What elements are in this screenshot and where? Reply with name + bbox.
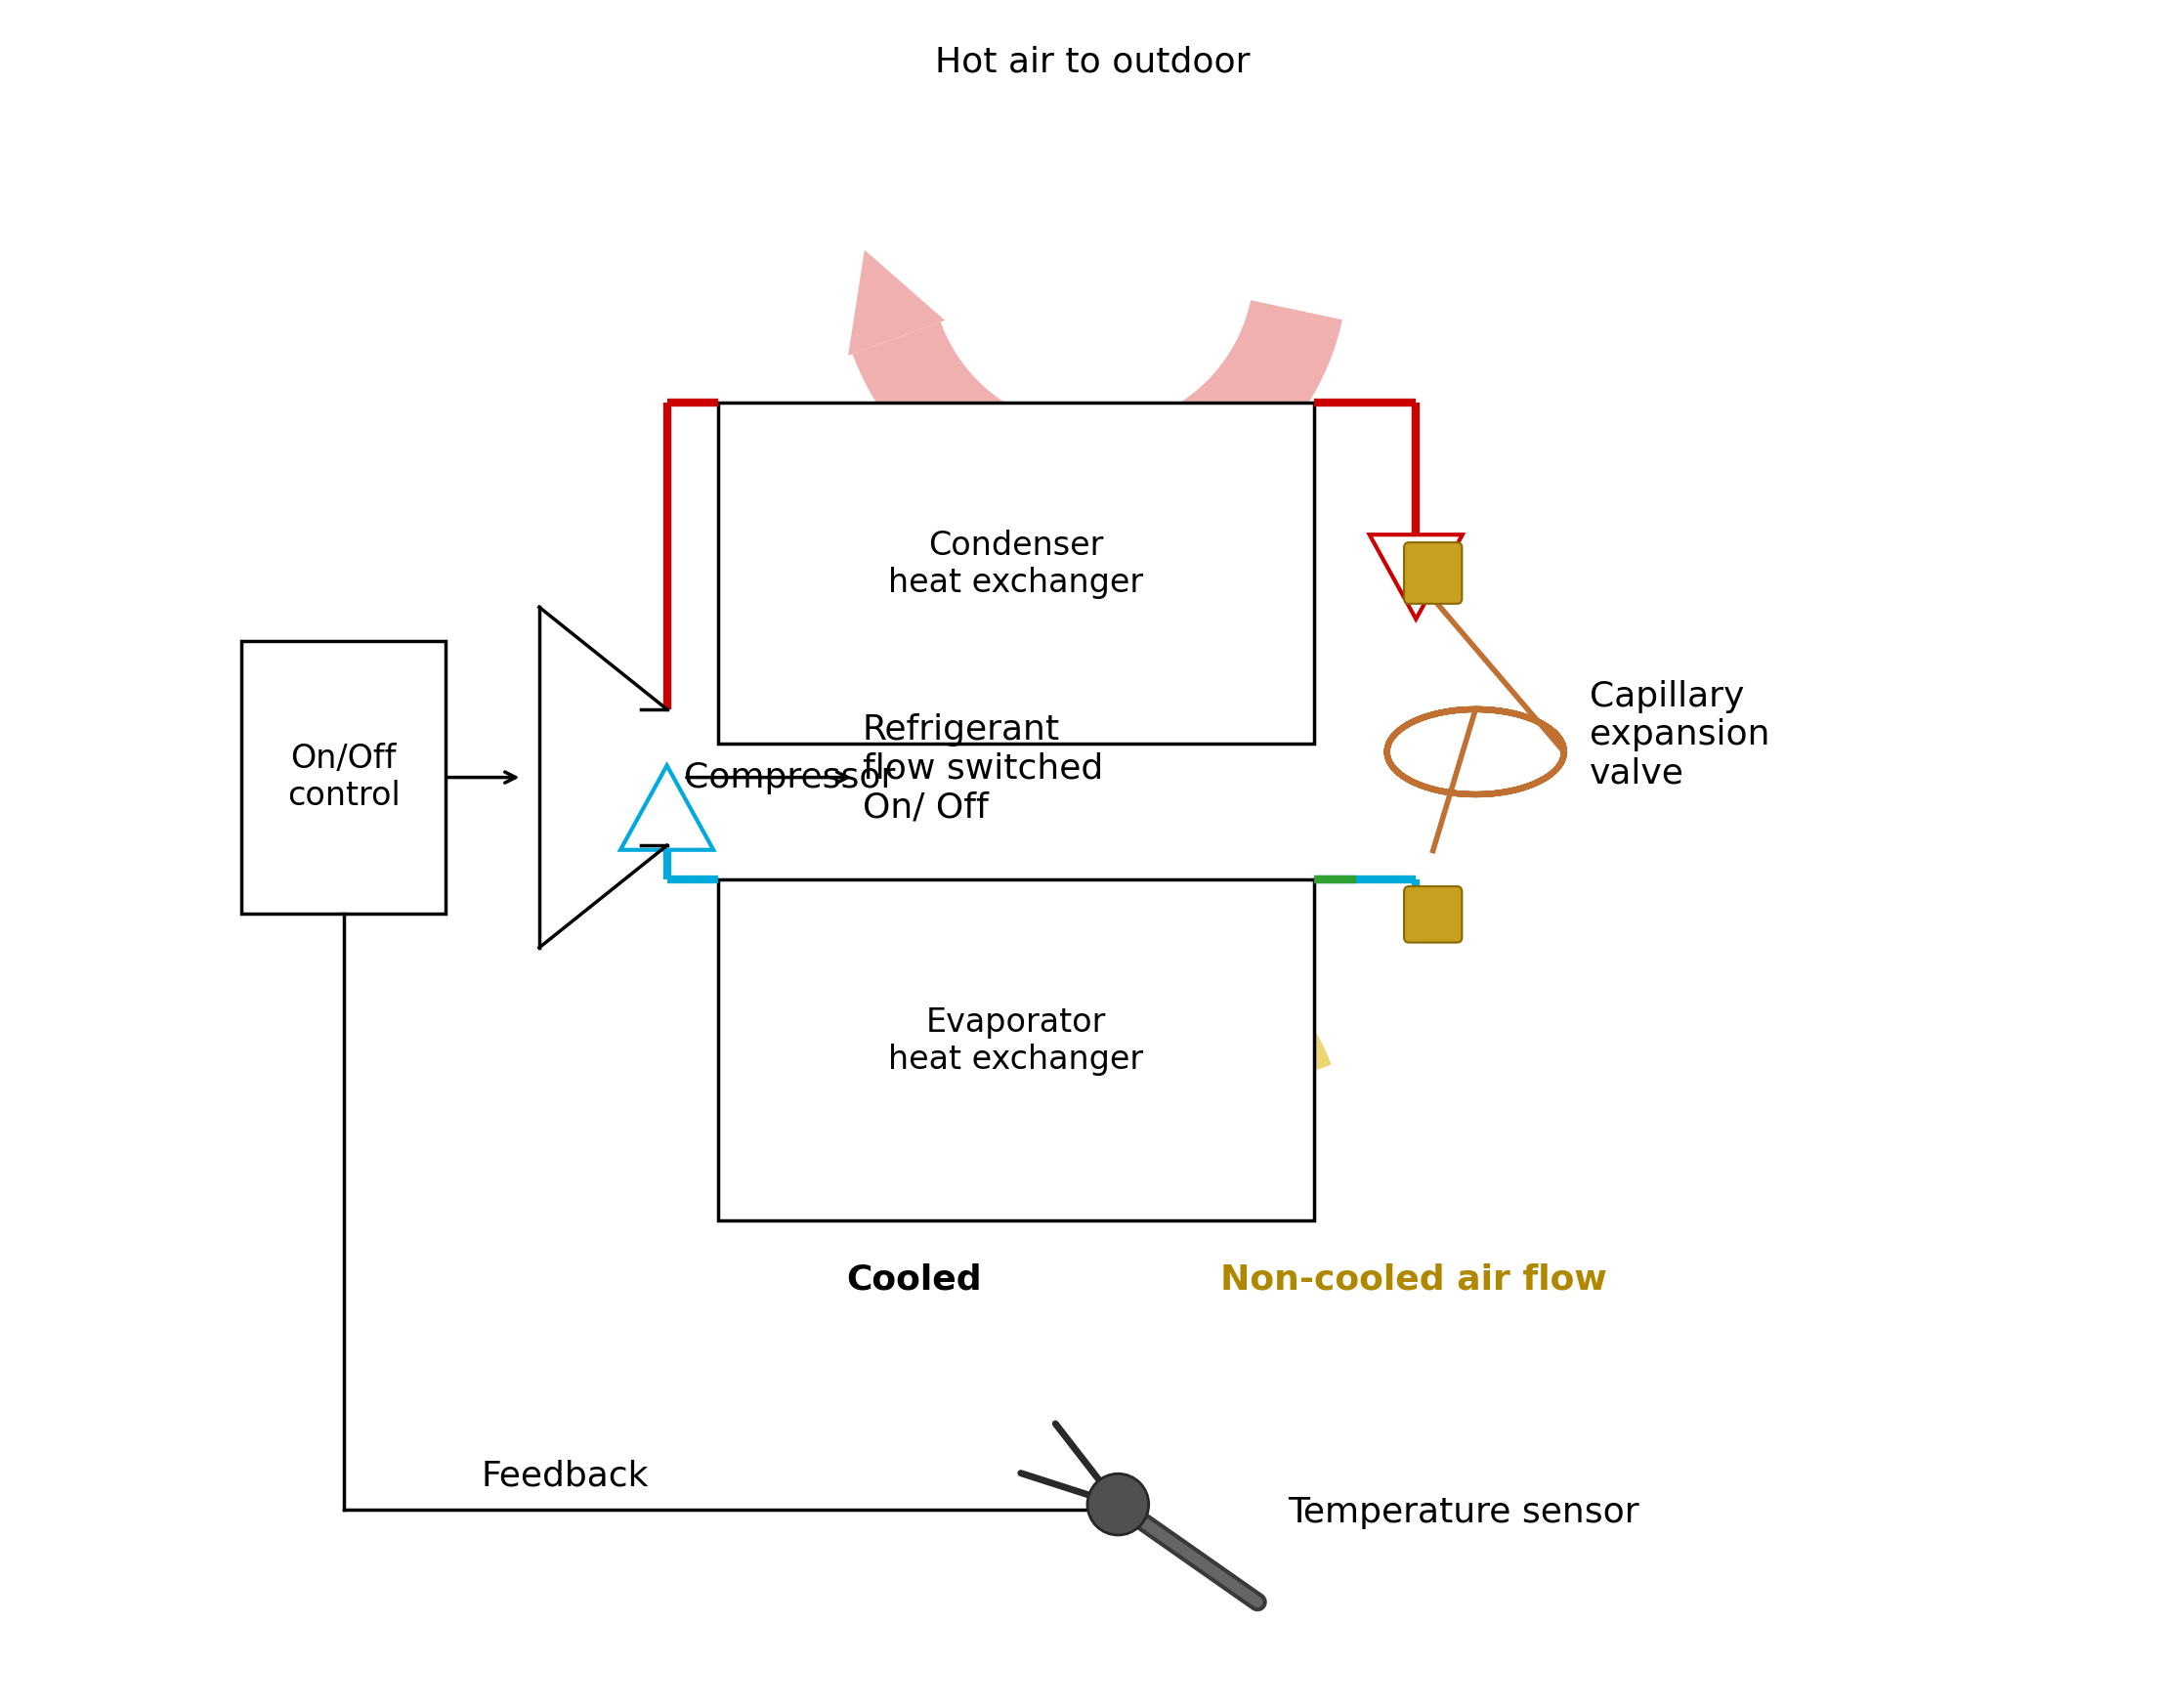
Polygon shape	[791, 948, 1132, 1216]
Polygon shape	[620, 765, 713, 851]
Text: Condenser
heat exchanger: Condenser heat exchanger	[889, 529, 1143, 600]
Text: Cooled: Cooled	[846, 1262, 982, 1296]
Circle shape	[1088, 1474, 1149, 1535]
Text: Hot air to outdoor: Hot air to outdoor	[934, 46, 1251, 79]
Polygon shape	[960, 939, 1331, 1211]
FancyBboxPatch shape	[1405, 543, 1461, 603]
Polygon shape	[848, 249, 945, 355]
Text: On/Off
control: On/Off control	[286, 743, 401, 813]
Text: Feedback: Feedback	[481, 1459, 648, 1493]
Text: Refrigerant
flow switched
On/ Off: Refrigerant flow switched On/ Off	[863, 714, 1104, 823]
Text: Compressor: Compressor	[683, 760, 895, 794]
Text: Temperature sensor: Temperature sensor	[1288, 1496, 1639, 1529]
Polygon shape	[1370, 535, 1463, 618]
Text: Non-cooled air flow: Non-cooled air flow	[1221, 1262, 1606, 1296]
Polygon shape	[852, 301, 1342, 523]
FancyBboxPatch shape	[241, 640, 447, 914]
FancyBboxPatch shape	[718, 403, 1314, 743]
Text: Evaporator
heat exchanger: Evaporator heat exchanger	[889, 1006, 1143, 1076]
FancyBboxPatch shape	[1405, 886, 1461, 943]
FancyBboxPatch shape	[718, 880, 1314, 1220]
Text: Capillary
expansion
valve: Capillary expansion valve	[1589, 680, 1769, 789]
